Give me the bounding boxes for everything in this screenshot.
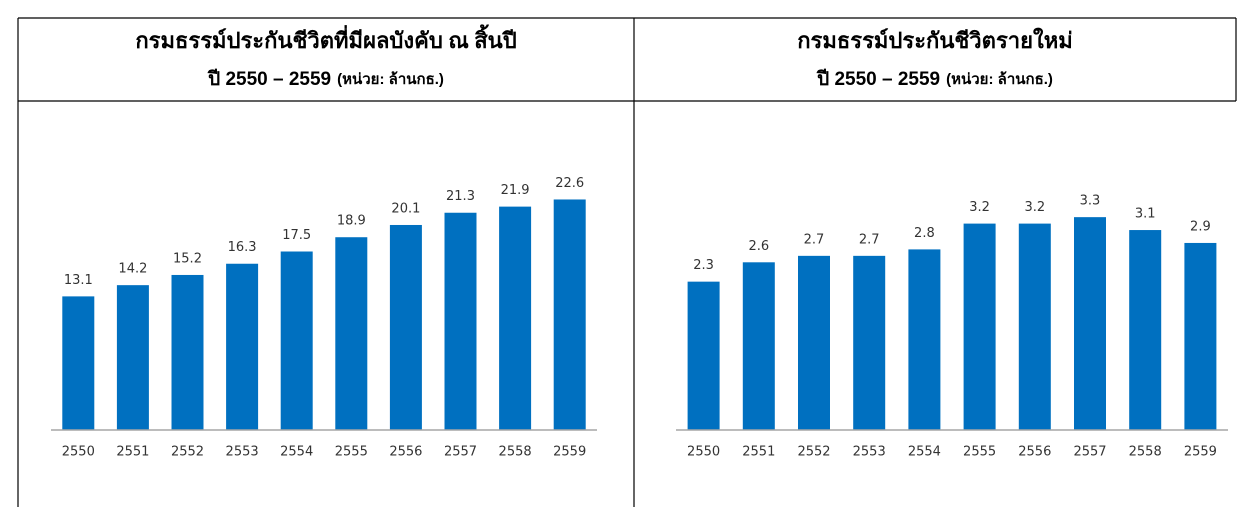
bar (687, 281, 720, 430)
x-tick-label: 2552 (171, 445, 204, 460)
x-tick-label: 2559 (1184, 445, 1217, 460)
x-tick-label: 2558 (1129, 445, 1162, 460)
bar (742, 262, 775, 430)
table-frame (17, 17, 1237, 507)
x-tick-label: 2556 (389, 445, 422, 460)
bar (62, 296, 95, 430)
value-label: 22.6 (555, 176, 584, 191)
unit: (หน่วย: ล้านกธ.) (337, 71, 444, 88)
x-tick-label: 2557 (444, 445, 477, 460)
chart-subtitle: ปี 2550 – 2559 (หน่วย: ล้านกธ.) (816, 68, 1053, 90)
x-tick-label: 2551 (116, 445, 149, 460)
value-label: 3.2 (969, 200, 990, 215)
x-tick-label: 2554 (280, 445, 313, 460)
value-label: 20.1 (391, 201, 420, 216)
chart-title: กรมธรรม์ประกันชีวิตรายใหม่ (797, 27, 1073, 53)
value-label: 13.1 (64, 273, 93, 288)
value-label: 3.2 (1024, 200, 1045, 215)
bar (1184, 242, 1217, 430)
chart-title: กรมธรรม์ประกันชีวิตที่มีผลบังคับ ณ สิ้นป… (135, 24, 516, 53)
bar (798, 255, 830, 430)
x-tick-label: 2550 (62, 445, 95, 460)
bar (499, 206, 532, 430)
value-label: 2.7 (859, 232, 880, 247)
value-label: 3.3 (1080, 194, 1101, 209)
value-label: 2.6 (748, 239, 769, 254)
x-tick-label: 2553 (853, 445, 886, 460)
x-tick-label: 2550 (687, 445, 720, 460)
value-label: 2.3 (693, 258, 714, 273)
bar (1018, 223, 1051, 430)
bar (553, 199, 586, 430)
value-label: 2.8 (914, 226, 935, 241)
bar (226, 263, 259, 430)
x-tick-label: 2556 (1018, 445, 1051, 460)
bar (280, 251, 313, 430)
bar (116, 285, 149, 430)
bar (963, 223, 996, 430)
value-label: 16.3 (228, 240, 257, 255)
bar (335, 237, 368, 430)
x-tick-label: 2555 (963, 445, 996, 460)
value-label: 2.9 (1190, 219, 1211, 234)
value-label: 21.3 (446, 189, 475, 204)
value-label: 2.7 (804, 232, 825, 247)
bar (853, 255, 886, 430)
bar (444, 212, 477, 430)
value-label: 14.2 (118, 262, 147, 277)
value-label: 21.9 (501, 183, 530, 198)
unit: (หน่วย: ล้านกธ.) (946, 71, 1053, 88)
x-tick-label: 2558 (499, 445, 532, 460)
value-label: 17.5 (282, 228, 311, 243)
chart-subtitle: ปี 2550 – 2559 (หน่วย: ล้านกธ.) (207, 68, 444, 90)
bar (389, 224, 422, 430)
bar (1129, 230, 1162, 430)
value-label: 3.1 (1135, 207, 1156, 222)
subtitle: ปี 2550 – 2559 (816, 68, 940, 90)
x-tick-label: 2557 (1073, 445, 1106, 460)
x-tick-label: 2553 (226, 445, 259, 460)
x-tick-label: 2552 (797, 445, 830, 460)
x-tick-label: 2554 (908, 445, 941, 460)
subtitle: ปี 2550 – 2559 (207, 68, 331, 90)
bar (1074, 217, 1106, 430)
bar (908, 249, 941, 430)
x-tick-label: 2555 (335, 445, 368, 460)
bar (171, 274, 204, 430)
value-label: 18.9 (337, 214, 366, 229)
value-label: 15.2 (173, 251, 202, 266)
x-tick-label: 2551 (742, 445, 775, 460)
x-tick-label: 2559 (553, 445, 586, 460)
